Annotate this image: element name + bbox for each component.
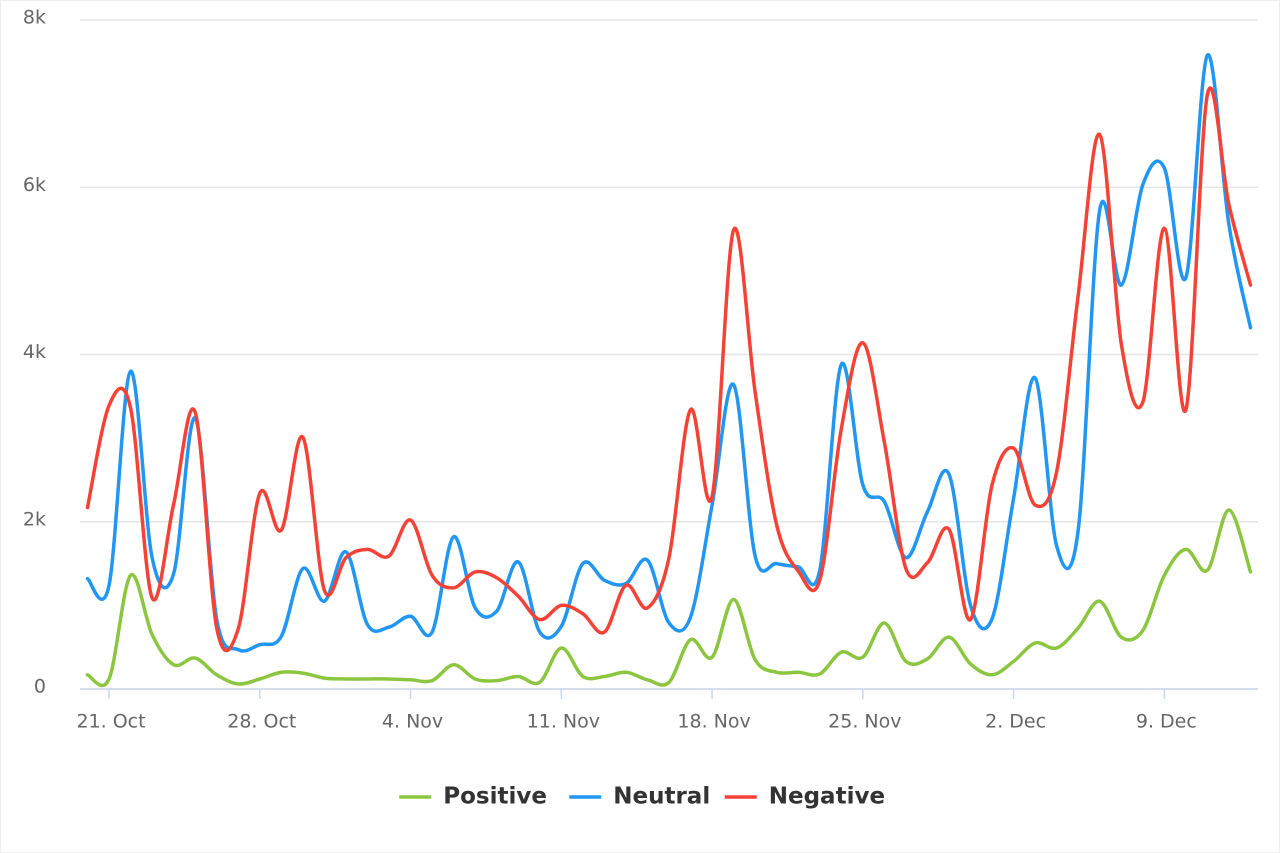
x-tick-label: 11. Nov (527, 711, 600, 733)
y-tick-label: 8k (23, 7, 46, 29)
x-tick-label: 25. Nov (828, 711, 901, 733)
series-line (85, 508, 1253, 688)
series-line (85, 53, 1253, 653)
x-tick-label: 2. Dec (985, 711, 1046, 733)
y-tick-label: 6k (23, 174, 46, 196)
legend-label: Negative (769, 784, 885, 810)
legend-label: Neutral (613, 784, 710, 810)
y-tick-label: 4k (23, 341, 46, 363)
x-tick-label: 21. Oct (76, 711, 145, 733)
series-line (85, 86, 1253, 653)
x-tick-label: 18. Nov (677, 711, 750, 733)
x-tick-label: 9. Dec (1136, 711, 1197, 733)
y-tick-label: 2k (23, 508, 46, 530)
x-tick-label: 4. Nov (382, 711, 443, 733)
x-tick-label: 28. Oct (227, 711, 296, 733)
legend-label: Positive (443, 784, 547, 810)
y-tick-label: 0 (34, 676, 46, 698)
